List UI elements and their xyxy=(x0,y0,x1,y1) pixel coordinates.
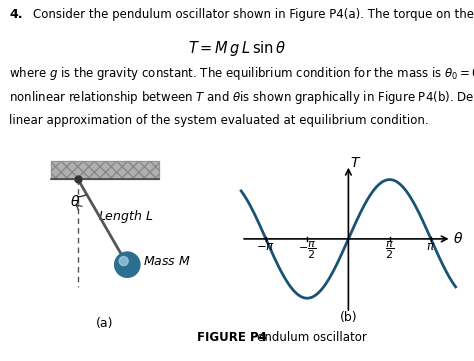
Text: $T$: $T$ xyxy=(350,156,361,170)
Text: Pendulum oscillator: Pendulum oscillator xyxy=(243,331,367,344)
Text: (b): (b) xyxy=(339,311,357,324)
Text: $\dfrac{\pi}{2}$: $\dfrac{\pi}{2}$ xyxy=(385,239,394,261)
Text: linear approximation of the system evaluated at equilibrium condition.: linear approximation of the system evalu… xyxy=(9,114,429,127)
Text: Mass $M$: Mass $M$ xyxy=(143,255,191,268)
Text: $\theta$: $\theta$ xyxy=(453,231,464,247)
Text: FIGURE P4: FIGURE P4 xyxy=(197,331,266,344)
Circle shape xyxy=(119,257,128,266)
Text: where $g$ is the gravity constant. The equilibrium condition for the mass is $\t: where $g$ is the gravity constant. The e… xyxy=(9,65,474,82)
Text: $\pi$: $\pi$ xyxy=(426,240,436,253)
Text: Consider the pendulum oscillator shown in Figure P4(a). The torque on the mass i: Consider the pendulum oscillator shown i… xyxy=(33,8,474,21)
Text: 4.: 4. xyxy=(9,8,23,21)
Bar xyxy=(51,161,159,179)
Text: $T = M\,g\,L\,\sin\theta$: $T = M\,g\,L\,\sin\theta$ xyxy=(188,39,286,58)
Text: (a): (a) xyxy=(96,317,113,330)
Text: nonlinear relationship between $T$ and $\theta$is shown graphically in Figure P4: nonlinear relationship between $T$ and $… xyxy=(9,89,474,106)
Text: $-\pi$: $-\pi$ xyxy=(256,240,275,253)
Text: Length $L$: Length $L$ xyxy=(98,208,153,225)
Text: $-\dfrac{\pi}{2}$: $-\dfrac{\pi}{2}$ xyxy=(298,239,316,261)
Circle shape xyxy=(115,252,140,277)
Text: $\theta$: $\theta$ xyxy=(70,194,80,209)
Bar xyxy=(51,161,159,179)
